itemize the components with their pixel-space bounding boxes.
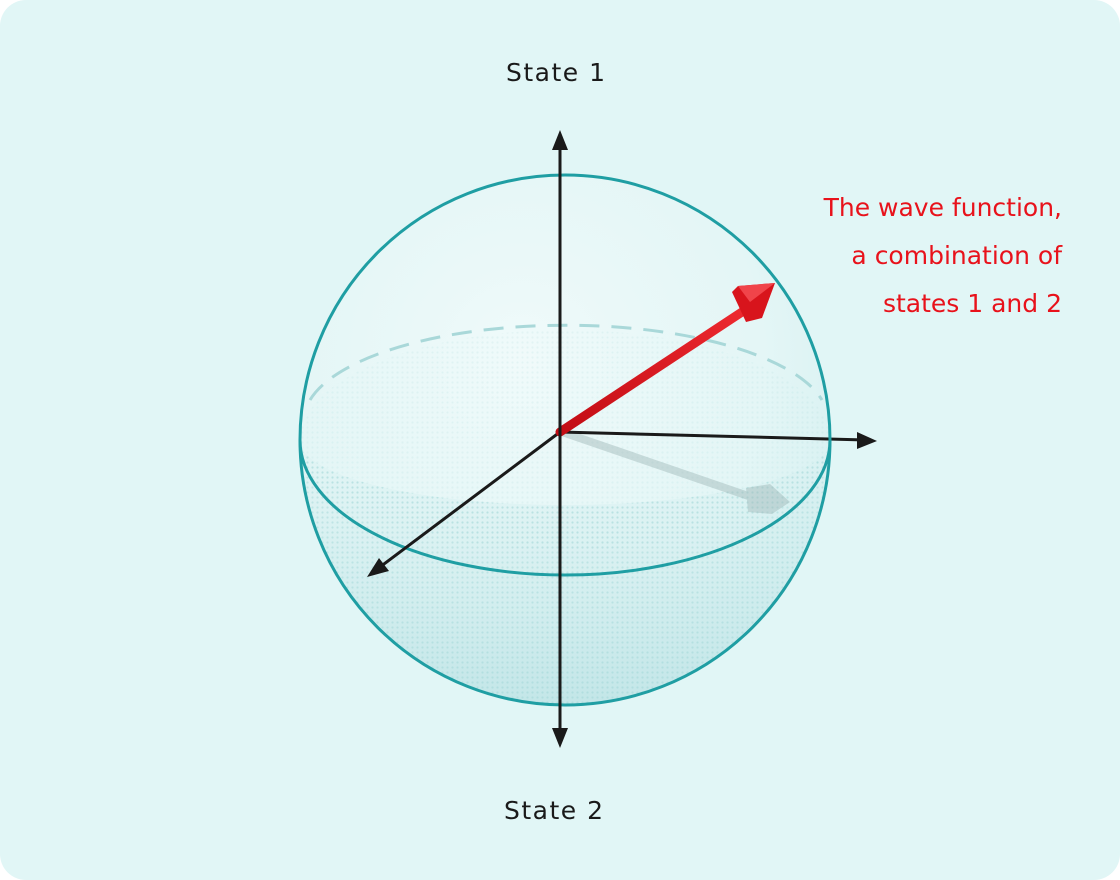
- callout-line-3: states 1 and 2: [882, 289, 1062, 318]
- state-1-label: State 1: [506, 58, 607, 87]
- wave-function-callout: The wave function, a combination of stat…: [824, 184, 1062, 328]
- sphere-outline: [298, 173, 832, 707]
- axis-depth: [367, 430, 561, 577]
- axis-horizontal: [559, 430, 877, 449]
- wave-function-projection: [558, 428, 790, 514]
- state-2-label: State 2: [504, 796, 605, 825]
- callout-line-2: a combination of: [851, 241, 1062, 270]
- wave-function-arrow: [555, 283, 775, 437]
- sphere-lower-shading: [300, 330, 830, 705]
- callout-line-1: The wave function,: [823, 193, 1062, 222]
- equator-front: [298, 439, 832, 577]
- equator-back-dashed: [308, 323, 824, 401]
